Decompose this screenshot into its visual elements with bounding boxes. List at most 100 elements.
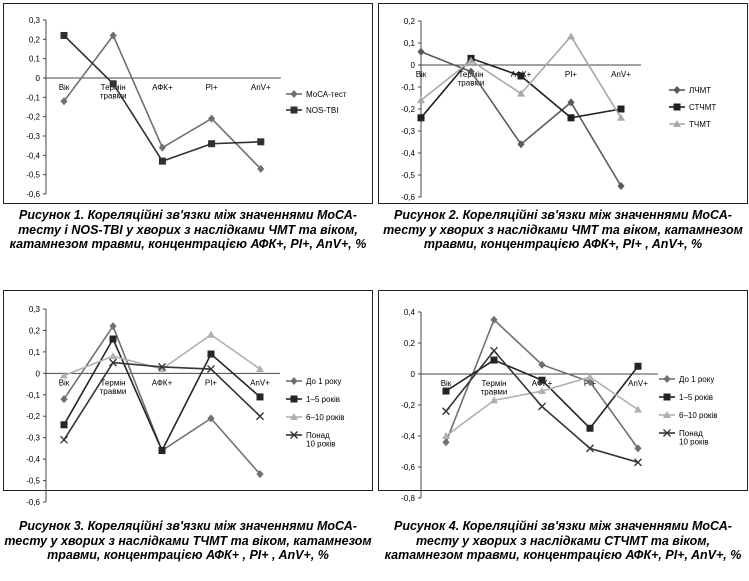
x-category-label: травми bbox=[458, 79, 485, 88]
legend-item: ЛЧМТ bbox=[669, 86, 711, 95]
data-point bbox=[109, 80, 117, 88]
data-point bbox=[586, 373, 594, 381]
data-point bbox=[257, 138, 265, 146]
data-point bbox=[442, 387, 450, 395]
legend-label: 1–5 років bbox=[679, 393, 713, 402]
data-point bbox=[442, 432, 450, 439]
series-1 bbox=[60, 31, 265, 173]
legend-marker bbox=[290, 413, 298, 420]
data-point bbox=[109, 352, 117, 360]
legend-marker bbox=[663, 393, 671, 401]
x-category-label: Вік bbox=[416, 70, 427, 79]
legend-label: СТЧМТ bbox=[689, 103, 716, 112]
legend-label: 6–10 років bbox=[679, 411, 717, 420]
data-point bbox=[256, 365, 264, 373]
legend-marker bbox=[663, 411, 671, 418]
y-tick-label: 0,4 bbox=[404, 308, 416, 317]
x-category-label: Вік bbox=[59, 378, 70, 387]
y-tick-label: -0,1 bbox=[26, 93, 40, 102]
data-point bbox=[586, 444, 594, 453]
y-tick-label: -0,2 bbox=[26, 412, 40, 421]
legend-marker bbox=[290, 431, 298, 439]
data-point bbox=[256, 412, 264, 421]
legend-label: Понад bbox=[679, 429, 703, 438]
x-category-label: травми bbox=[100, 92, 127, 101]
data-point bbox=[60, 435, 68, 444]
legend-label: 6–10 років bbox=[306, 413, 344, 422]
series-4 bbox=[60, 358, 264, 444]
data-point bbox=[490, 396, 498, 404]
data-point bbox=[109, 335, 117, 343]
legend-item: 1–5 років bbox=[659, 393, 713, 402]
y-tick-label: -0,4 bbox=[26, 455, 40, 464]
caption-4: Рисунок 4. Кореляційні зв'язки між значе… bbox=[384, 519, 742, 562]
data-point bbox=[567, 114, 575, 122]
legend-marker bbox=[290, 106, 298, 114]
data-point bbox=[538, 387, 546, 395]
x-category-label: АФК+ bbox=[152, 83, 173, 92]
x-category-label: травми bbox=[481, 388, 508, 397]
chart-3-svg: 0,3 0,2 0,1 0 -0,1 -0,2 -0,3 -0,4 -0,5 -0,6 Вік Тер… bbox=[26, 305, 344, 507]
data-point bbox=[617, 113, 625, 121]
y-tick-label: 0,2 bbox=[29, 326, 41, 335]
data-point bbox=[442, 438, 450, 447]
x-category-label: AnV+ bbox=[250, 378, 270, 387]
data-point bbox=[467, 56, 475, 64]
caption-2: Рисунок 2. Кореляційні зв'язки між значе… bbox=[383, 208, 743, 251]
chart-1-svg: 0,3 0,2 0,1 0 -0,1 -0,2 -0,3 -0,4 -0,5 -0,6 Вік Тер… bbox=[26, 16, 347, 199]
legend-marker bbox=[663, 429, 671, 437]
y-tick-label: -0,3 bbox=[401, 127, 415, 136]
data-point bbox=[60, 421, 68, 429]
legend-marker bbox=[290, 395, 298, 403]
data-point bbox=[567, 32, 575, 40]
y-tick-label: -0,6 bbox=[401, 463, 415, 472]
x-category-label: AnV+ bbox=[611, 70, 631, 79]
x-category-label: Термін bbox=[481, 379, 506, 388]
chart-3: 0,3 0,2 0,1 0 -0,1 -0,2 -0,3 -0,4 -0,5 -0,6 Вік Тер… bbox=[3, 290, 373, 507]
x-category-label: Вік bbox=[59, 83, 70, 92]
data-point bbox=[442, 407, 450, 416]
data-point bbox=[60, 395, 68, 404]
y-tick-label: 0,2 bbox=[404, 17, 416, 26]
data-point bbox=[158, 362, 166, 371]
y-tick-label: -0,3 bbox=[26, 132, 40, 141]
data-point bbox=[538, 376, 546, 384]
data-point bbox=[517, 72, 525, 80]
y-tick-label: 0,1 bbox=[29, 348, 41, 357]
data-point bbox=[109, 31, 117, 40]
chart-4-svg: 0,40,20-0,2-0,4-0,6-0,8ВікТермінтравмиАФ… bbox=[401, 308, 717, 503]
legend-item: ТЧМТ bbox=[669, 120, 711, 129]
data-point bbox=[60, 31, 68, 39]
legend-label: 1–5 років bbox=[306, 395, 340, 404]
x-category-label: Термін bbox=[100, 378, 125, 387]
data-point bbox=[158, 365, 166, 373]
y-tick-label: -0,2 bbox=[26, 113, 40, 122]
caption-3: Рисунок 3. Кореляційні зв'язки між значе… bbox=[4, 519, 372, 562]
legend-marker bbox=[663, 375, 671, 383]
data-point bbox=[490, 346, 498, 355]
data-point bbox=[517, 89, 525, 97]
series-4 bbox=[442, 346, 642, 467]
y-tick-label: -0,6 bbox=[26, 498, 40, 507]
legend-item: До 1 року bbox=[659, 375, 714, 384]
x-category-label: PI+ bbox=[205, 378, 218, 387]
legend-label: 10 років bbox=[306, 440, 336, 449]
legend-item: 6–10 років bbox=[286, 413, 344, 422]
y-tick-label: -0,3 bbox=[26, 434, 40, 443]
y-tick-label: -0,4 bbox=[401, 432, 415, 441]
data-point bbox=[256, 470, 264, 479]
data-point bbox=[208, 140, 216, 148]
legend-item: 1–5 років bbox=[286, 395, 340, 404]
data-point bbox=[208, 114, 216, 123]
y-tick-label: -0,1 bbox=[401, 83, 415, 92]
data-point bbox=[158, 157, 166, 165]
legend-label: До 1 року bbox=[306, 377, 341, 386]
legend-label: 10 років bbox=[679, 438, 709, 447]
data-point bbox=[158, 143, 166, 152]
y-tick-label: -0,8 bbox=[401, 494, 415, 503]
data-point bbox=[517, 140, 525, 149]
y-tick-label: -0,4 bbox=[26, 151, 40, 160]
x-category-label: AnV+ bbox=[628, 379, 648, 388]
caption-1: Рисунок 1. Кореляційні зв'язки між значе… bbox=[9, 208, 367, 251]
legend-label: NOS-TBI bbox=[306, 106, 338, 115]
